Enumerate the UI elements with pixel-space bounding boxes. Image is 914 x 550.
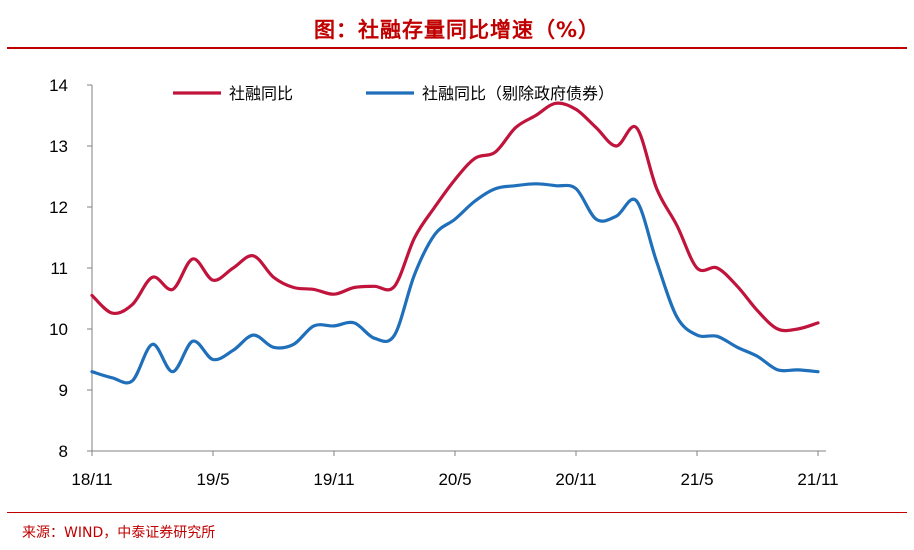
line-chart: 8 9 10 11 12 13 14 18/11 19/5 19/11 20/5 20/11 21/5 2… (49, 76, 839, 489)
series-lines (90, 101, 820, 385)
chart-title: 图：社融存量同比增速（%） (313, 18, 601, 42)
axes: 8 9 10 11 12 13 14 18/11 19/5 19/11 20/5 20/11 21/5 2… (49, 76, 839, 489)
x-tick-label: 19/5 (196, 470, 229, 489)
legend-label-2: 社融同比（剔除政府债券） (422, 84, 614, 103)
legend: 社融同比 社融同比（剔除政府债券） (173, 84, 614, 103)
x-tick-label: 21/5 (680, 470, 713, 489)
x-tick-label: 21/11 (797, 470, 838, 489)
y-tick-label: 13 (49, 137, 68, 156)
y-tick-label: 10 (49, 320, 68, 339)
series-line-1 (90, 101, 820, 333)
series-line-2 (90, 182, 820, 385)
x-tick-label: 20/11 (555, 470, 596, 489)
legend-label-1: 社融同比 (229, 84, 293, 103)
x-tick-label: 20/5 (438, 470, 471, 489)
title-rule (7, 47, 907, 49)
y-tick-label: 8 (59, 442, 68, 461)
y-tick-label: 11 (50, 259, 68, 278)
x-tick-label: 18/11 (71, 470, 112, 489)
y-tick-label: 9 (59, 381, 68, 400)
source-note: 来源：WIND，中泰证券研究所 (22, 525, 216, 541)
y-tick-label: 12 (49, 198, 68, 217)
footer-rule (7, 512, 907, 513)
y-tick-label: 14 (49, 76, 68, 95)
x-tick-label: 19/11 (313, 470, 354, 489)
